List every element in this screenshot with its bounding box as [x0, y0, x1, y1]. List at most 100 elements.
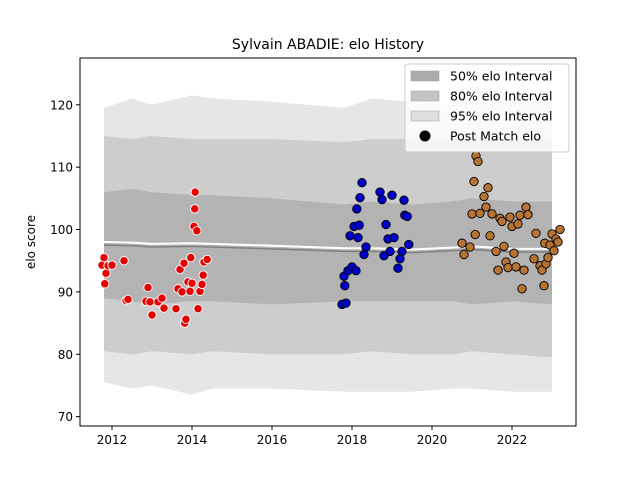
elo-point [515, 210, 525, 220]
elo-point [385, 246, 395, 257]
elo-point [381, 219, 391, 230]
elo-point [459, 249, 469, 260]
elo-point [181, 314, 191, 324]
x-tick-label: 2020 [417, 433, 448, 447]
elo-point [357, 178, 367, 188]
elo-point [197, 279, 207, 290]
elo-point [353, 232, 363, 243]
elo-point [359, 249, 369, 260]
elo-point [107, 260, 117, 270]
elo-point [555, 224, 565, 235]
elo-point [523, 209, 533, 220]
elo-point [185, 286, 195, 296]
plot-frame [79, 57, 577, 427]
elo-point [511, 262, 521, 272]
elo-point [341, 298, 351, 308]
x-tick-label: 2014 [177, 433, 208, 447]
elo-point [549, 246, 559, 256]
legend-label: Post Match elo [450, 129, 541, 144]
elo-point [497, 216, 507, 227]
elo-point [177, 287, 187, 297]
elo-point [404, 239, 414, 250]
legend-label: 80% elo Interval [450, 89, 552, 104]
elo-point [193, 304, 203, 314]
elo-point [202, 254, 212, 265]
elo-point [345, 231, 355, 241]
elo-point [99, 252, 109, 263]
elo-point [159, 303, 169, 313]
legend-frame [404, 63, 570, 153]
elo-point [402, 211, 412, 222]
elo-point [190, 187, 200, 197]
elo-point [539, 281, 549, 291]
legend-swatch [410, 90, 440, 102]
elo-point [499, 241, 509, 252]
elo-point [465, 242, 475, 252]
elo-point [389, 232, 399, 243]
plot-area [97, 86, 565, 395]
elo-point [543, 252, 553, 263]
elo-point [101, 268, 111, 278]
elo-point [475, 208, 485, 218]
elo-point [397, 246, 407, 257]
y-tick-label: 100 [50, 223, 73, 237]
elo-point [198, 270, 208, 280]
y-axis: 70 80 90 100 110 120 [50, 98, 80, 424]
legend-label: 95% elo Interval [450, 109, 552, 124]
elo-point [521, 202, 531, 212]
elo-point [123, 294, 133, 305]
elo-point [399, 195, 409, 205]
elo-point [531, 228, 541, 238]
elo-point [375, 187, 385, 197]
elo-point [352, 204, 362, 214]
y-tick-label: 80 [58, 348, 73, 362]
elo-point [481, 202, 491, 212]
y-tick-label: 70 [58, 410, 73, 424]
elo-point [483, 183, 493, 193]
elo-point [479, 191, 489, 202]
elo-point [509, 248, 519, 258]
elo-point [147, 310, 157, 320]
y-tick-label: 90 [58, 285, 73, 299]
elo-point [143, 282, 153, 293]
elo-point [457, 238, 467, 248]
y-tick-label: 120 [50, 98, 73, 112]
elo-point [487, 209, 497, 219]
elo-point [493, 265, 503, 275]
elo-point [187, 278, 197, 288]
elo-point [355, 193, 365, 203]
x-tick-label: 2012 [97, 433, 128, 447]
elo-point [517, 284, 527, 294]
elo-point [519, 265, 529, 275]
elo-point [192, 226, 202, 236]
elo-point [361, 242, 371, 252]
elo-interval-bands [103, 86, 552, 395]
elo-point [387, 190, 397, 200]
elo-point [485, 231, 495, 241]
legend-marker [419, 130, 431, 142]
elo-point [505, 212, 515, 222]
elo-point [467, 209, 477, 219]
elo-point [171, 304, 181, 314]
elo-point [186, 252, 196, 263]
legend-label: 50% elo Interval [450, 69, 552, 84]
elo-point [503, 262, 513, 273]
y-tick-label: 110 [50, 161, 73, 175]
legend-swatch [410, 70, 440, 82]
elo-point [145, 297, 155, 307]
elo-point [377, 194, 387, 205]
chart-title: Sylvain ABADIE: elo History [232, 37, 424, 53]
elo-point [513, 219, 523, 229]
elo-point [157, 293, 167, 303]
elo-point [469, 176, 479, 187]
elo-point [473, 156, 483, 167]
elo-point [179, 258, 189, 268]
elo-point [491, 246, 501, 257]
elo-point [340, 281, 350, 291]
elo-point [470, 229, 480, 240]
y-axis-label: elo score [24, 215, 38, 269]
elo-point [119, 256, 129, 266]
elo-point [529, 254, 539, 264]
x-tick-label: 2016 [257, 433, 288, 447]
